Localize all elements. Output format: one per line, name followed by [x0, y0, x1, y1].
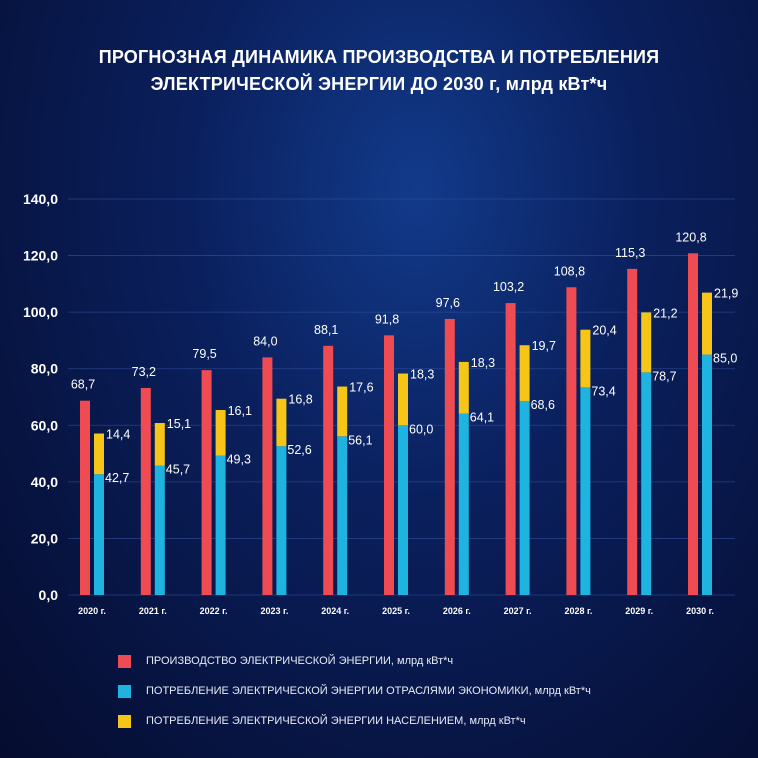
bar-consumption-economy [580, 387, 591, 595]
bar-production [80, 400, 90, 595]
data-label-population: 17,6 [349, 381, 373, 395]
y-tick-label: 0,0 [39, 587, 59, 603]
data-label-population: 15,1 [167, 417, 191, 431]
data-label-production: 91,8 [375, 312, 399, 326]
data-label-economy: 64,1 [470, 411, 494, 425]
bar-consumption-population [215, 410, 226, 456]
bar-chart: 0,0 20,0 40,0 60,0 80,0 100,0 120,0 140,0 68,7 14… [23, 191, 738, 616]
data-label-population: 14,4 [106, 427, 130, 441]
bar-consumption-economy [398, 425, 408, 595]
bar-consumption-economy [458, 413, 469, 595]
data-label-production: 73,2 [132, 365, 156, 379]
data-label-population: 18,3 [410, 368, 434, 382]
y-tick-label: 100,0 [23, 304, 58, 320]
data-label-economy: 85,0 [713, 352, 737, 366]
bar-production [566, 287, 577, 595]
legend-label: ПОТРЕБЛЕНИЕ ЭЛЕКТРИЧЕСКОЙ ЭНЕРГИИ ОТРАСЛ… [146, 685, 591, 697]
data-label-economy: 78,7 [652, 369, 676, 383]
legend-item-economy: ПОТРЕБЛЕНИЕ ЭЛЕКТРИЧЕСКОЙ ЭНЕРГИИ ОТРАСЛ… [118, 676, 591, 706]
bar-consumption-economy [94, 474, 104, 595]
bar-consumption-economy [702, 354, 712, 595]
bar-consumption-population [276, 398, 287, 447]
legend: ПРОИЗВОДСТВО ЭЛЕКТРИЧЕСКОЙ ЭНЕРГИИ, млрд… [118, 646, 591, 736]
x-tick-label: 2026 г. [443, 606, 471, 616]
x-tick-label: 2028 г. [564, 606, 592, 616]
data-label-economy: 42,7 [105, 471, 129, 485]
bar-production [262, 357, 273, 595]
data-label-production: 79,5 [192, 347, 216, 361]
data-label-population: 16,1 [228, 404, 252, 418]
bar-production [627, 268, 638, 595]
data-label-population: 21,2 [653, 306, 677, 320]
data-label-economy: 49,3 [227, 453, 251, 467]
bar-production [688, 253, 698, 595]
bar-consumption-economy [519, 400, 530, 595]
bar-consumption-population [94, 433, 104, 475]
chart-title: ПРОГНОЗНАЯ ДИНАМИКА ПРОИЗВОДСТВА И ПОТРЕ… [0, 44, 758, 98]
bar-consumption-population [398, 373, 408, 426]
data-label-economy: 52,6 [287, 443, 311, 457]
data-label-production: 88,1 [314, 323, 338, 337]
data-label-production: 120,8 [675, 230, 706, 244]
bar-consumption-economy [641, 372, 652, 595]
data-label-economy: 60,0 [409, 422, 433, 436]
y-tick-label: 60,0 [31, 417, 58, 433]
x-tick-label: 2030 г. [686, 606, 714, 616]
bar-production [384, 335, 394, 595]
data-label-production: 108,8 [554, 264, 585, 278]
data-label-population: 18,3 [471, 356, 495, 370]
bar-production [201, 370, 212, 595]
y-tick-label: 120,0 [23, 248, 58, 264]
bar-consumption-population [154, 423, 165, 466]
bar-consumption-economy [337, 436, 348, 595]
bar-consumption-economy [276, 446, 287, 595]
legend-swatch-yellow [118, 714, 131, 728]
data-label-population: 21,9 [714, 287, 738, 301]
legend-label: ПРОИЗВОДСТВО ЭЛЕКТРИЧЕСКОЙ ЭНЕРГИИ, млрд… [146, 655, 454, 667]
bar-production [505, 303, 516, 595]
x-tick-label: 2029 г. [625, 606, 653, 616]
legend-label: ПОТРЕБЛЕНИЕ ЭЛЕКТРИЧЕСКОЙ ЭНЕРГИИ НАСЕЛЕ… [146, 715, 526, 727]
bar-consumption-population [641, 312, 652, 373]
data-label-population: 20,4 [592, 324, 616, 338]
data-label-economy: 56,1 [348, 433, 372, 447]
y-tick-label: 80,0 [31, 361, 58, 377]
y-tick-label: 20,0 [31, 530, 58, 546]
x-tick-label: 2024 г. [321, 606, 349, 616]
data-label-production: 115,3 [615, 246, 645, 260]
bar-production [140, 387, 151, 595]
data-label-production: 97,6 [436, 296, 460, 310]
x-tick-label: 2021 г. [139, 606, 167, 616]
y-tick-label: 140,0 [23, 191, 58, 207]
legend-item-production: ПРОИЗВОДСТВО ЭЛЕКТРИЧЕСКОЙ ЭНЕРГИИ, млрд… [118, 646, 591, 676]
x-tick-label: 2022 г. [200, 606, 228, 616]
data-label-production: 84,0 [253, 334, 277, 348]
legend-swatch-red [118, 654, 131, 668]
data-label-economy: 73,4 [591, 384, 615, 398]
data-label-population: 19,7 [532, 339, 556, 353]
bar-consumption-population [337, 386, 348, 437]
bar-consumption-economy [215, 455, 226, 595]
chart-title-line-2: ЭЛЕКТРИЧЕСКОЙ ЭНЕРГИИ ДО 2030 г, млрд кВ… [150, 74, 608, 94]
data-label-economy: 45,7 [166, 463, 190, 477]
data-label-economy: 68,6 [531, 398, 555, 412]
data-label-population: 16,8 [288, 393, 312, 407]
x-tick-label: 2027 г. [504, 606, 532, 616]
bar-production [444, 318, 455, 595]
bar-consumption-population [702, 292, 712, 355]
bar-consumption-population [580, 329, 591, 388]
legend-swatch-blue [118, 684, 131, 698]
data-label-production: 103,2 [493, 280, 524, 294]
bar-production [323, 345, 334, 595]
bar-consumption-population [458, 361, 469, 414]
legend-item-population: ПОТРЕБЛЕНИЕ ЭЛЕКТРИЧЕСКОЙ ЭНЕРГИИ НАСЕЛЕ… [118, 706, 591, 736]
data-label-production: 68,7 [71, 378, 95, 392]
y-tick-label: 40,0 [31, 474, 58, 490]
x-tick-label: 2020 г. [78, 606, 106, 616]
x-tick-label: 2025 г. [382, 606, 410, 616]
bar-consumption-economy [154, 465, 165, 595]
chart-title-line-1: ПРОГНОЗНАЯ ДИНАМИКА ПРОИЗВОДСТВА И ПОТРЕ… [98, 47, 660, 67]
x-tick-label: 2023 г. [260, 606, 288, 616]
bar-consumption-population [519, 345, 530, 401]
